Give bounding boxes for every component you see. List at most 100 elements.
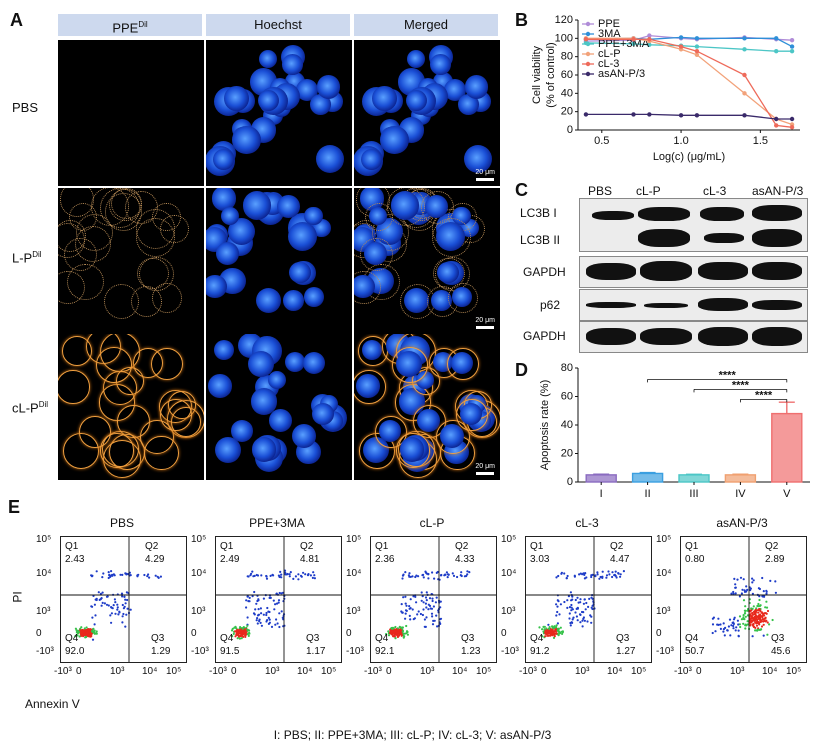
event-dot	[431, 615, 434, 618]
event-dot	[246, 595, 249, 598]
event-dot	[568, 606, 572, 609]
event-dot	[236, 637, 239, 640]
event-dot	[276, 622, 279, 625]
event-dot	[556, 610, 559, 614]
event-dot	[284, 571, 287, 574]
flow-x-tick-label: 10³	[575, 666, 590, 677]
event-dot	[774, 580, 777, 583]
event-dot	[607, 570, 610, 573]
event-dot	[256, 599, 259, 603]
scalebar-label: 20 μm	[475, 317, 495, 324]
data-point-PPE+3MA	[789, 48, 795, 54]
event-dot	[751, 607, 754, 610]
event-dot	[466, 570, 469, 573]
event-dot	[717, 617, 720, 620]
event-dot	[544, 635, 547, 638]
event-dot	[585, 601, 588, 605]
event-dot	[456, 575, 459, 579]
flow-y-tick-label: 10⁵	[36, 534, 52, 545]
flow-plot-title: cL-3	[575, 516, 599, 530]
event-dot	[590, 574, 593, 577]
flow-y-tick-label: -10³	[656, 646, 674, 657]
event-dot	[551, 632, 555, 635]
event-dot	[110, 570, 113, 573]
blot-band	[752, 229, 802, 247]
blot-band	[638, 229, 690, 247]
event-dot	[752, 619, 755, 622]
scalebar	[476, 326, 494, 329]
event-dot	[253, 590, 256, 594]
quadrant-value: 1.27	[616, 646, 636, 657]
event-dot	[262, 597, 265, 600]
data-point-cL-3	[631, 37, 636, 42]
event-dot	[400, 629, 403, 632]
event-dot	[746, 620, 749, 623]
event-dot	[402, 636, 405, 639]
event-dot	[727, 625, 730, 628]
bar-II	[631, 472, 664, 483]
nucleus	[361, 148, 382, 170]
membrane-ring	[447, 283, 478, 314]
event-dot	[746, 623, 749, 626]
event-dot	[754, 626, 757, 629]
blot-gapdh-box-1	[579, 256, 808, 288]
event-dot	[421, 574, 424, 577]
event-dot	[582, 616, 585, 619]
event-dot	[761, 576, 764, 580]
event-dot	[273, 608, 276, 611]
scalebar	[476, 178, 494, 181]
legend-label: PPE+3MA	[598, 38, 650, 50]
data-point-asAN-P/3	[774, 116, 779, 122]
event-dot	[582, 602, 585, 605]
flow-y-tick-label: 0	[346, 628, 352, 639]
legend-marker	[585, 21, 591, 27]
event-dot	[129, 574, 132, 577]
nucleus	[208, 374, 232, 399]
event-dot	[288, 573, 291, 576]
series-line-asAN-P/3	[585, 113, 793, 120]
blot-band	[638, 207, 690, 221]
event-dot	[435, 571, 438, 574]
event-dot	[265, 577, 269, 580]
event-dot	[431, 597, 434, 600]
blot-lc3b-box	[579, 198, 808, 252]
flow-y-tick-label: 10³	[191, 606, 206, 617]
event-dot	[238, 637, 241, 640]
event-dot	[121, 621, 124, 624]
event-dot	[427, 603, 430, 606]
data-point-3MA	[678, 35, 684, 40]
flow-x-tick-label: 10⁵	[476, 666, 492, 677]
event-dot	[423, 618, 426, 621]
event-dot	[385, 633, 388, 636]
flow-plot-title: cL-P	[419, 516, 445, 530]
quadrant-name: Q2	[300, 541, 314, 552]
event-dot	[440, 573, 443, 577]
event-dot	[732, 590, 735, 594]
event-dot	[401, 611, 404, 614]
event-dot	[419, 612, 422, 616]
event-dot	[389, 628, 392, 631]
flow-y-tick-label: 10⁴	[656, 568, 672, 579]
blot-p62-box	[579, 289, 808, 321]
event-dot	[743, 609, 746, 612]
event-dot	[93, 623, 96, 626]
data-point-cL-P	[694, 52, 700, 58]
event-dot	[425, 616, 428, 619]
blot-lane-pbs: PBS	[588, 184, 613, 198]
event-dot	[614, 574, 617, 577]
event-dot	[548, 627, 551, 630]
event-dot	[574, 611, 577, 614]
event-dot	[409, 607, 412, 610]
event-dot	[116, 606, 119, 609]
event-dot	[741, 588, 744, 591]
event-dot	[542, 625, 545, 628]
event-dot	[760, 611, 763, 614]
flow-x-tick-label: 10⁵	[631, 666, 647, 677]
significance-stars: ****	[755, 389, 773, 401]
event-dot	[576, 619, 579, 622]
event-dot	[744, 605, 747, 608]
event-dot	[766, 633, 769, 636]
event-dot	[389, 632, 392, 635]
membrane-ring	[446, 348, 479, 381]
flow-plot	[680, 536, 807, 663]
